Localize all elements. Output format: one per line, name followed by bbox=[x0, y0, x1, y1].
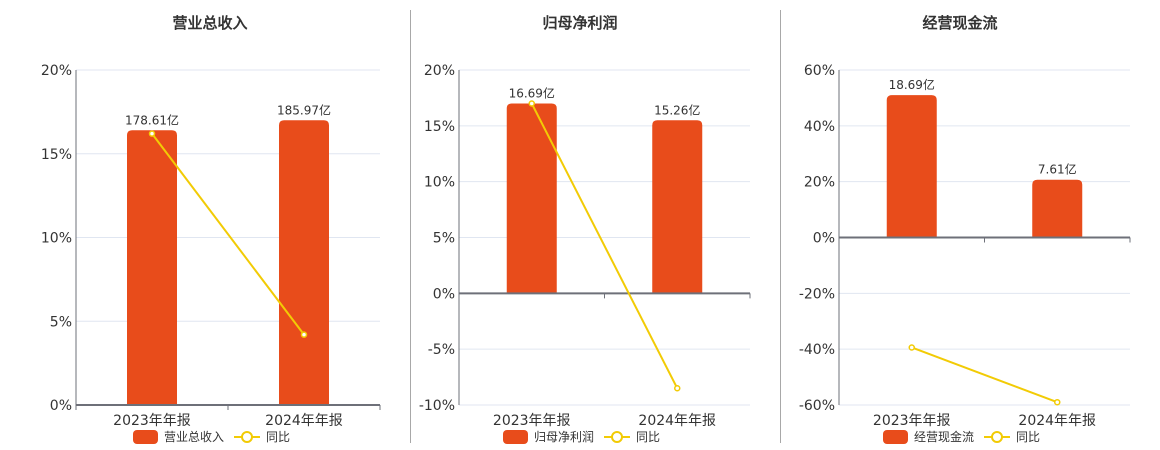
yoy-point[interactable] bbox=[300, 331, 308, 338]
bar-legend-label: 营业总收入 bbox=[164, 430, 225, 444]
y-tick-label: 0% bbox=[50, 398, 72, 414]
chart-title-operating-cashflow: 经营现金流 bbox=[922, 14, 998, 32]
bar-value-label: 16.69亿 bbox=[509, 86, 555, 101]
legend-revenue[interactable]: 营业总收入 同比 bbox=[133, 428, 290, 445]
yoy-line bbox=[911, 346, 1058, 404]
yoy-line bbox=[530, 103, 679, 389]
y-tick-label: -40% bbox=[799, 342, 835, 358]
bar-legend-label: 经营现金流 bbox=[914, 430, 975, 444]
y-tick-label: 20% bbox=[424, 63, 455, 79]
bar-legend-label: 归母净利润 bbox=[534, 430, 595, 444]
panel-divider-2 bbox=[780, 10, 781, 443]
y-tick-label: 40% bbox=[804, 119, 835, 135]
y-tick-label: 15% bbox=[424, 119, 455, 135]
bar-value-label: 178.61亿 bbox=[125, 112, 179, 127]
bar-value-label: 185.97亿 bbox=[277, 102, 331, 117]
yoy-point[interactable] bbox=[674, 385, 681, 392]
legend-net-profit[interactable]: 归母净利润 同比 bbox=[503, 428, 660, 445]
line-legend-label: 同比 bbox=[636, 430, 661, 444]
chart-net-profit: -10% -5% 0% 5% 10% 15% 20% 16.69亿 15.26亿 2023年年报 2… bbox=[419, 63, 751, 429]
bar[interactable] bbox=[1032, 179, 1083, 238]
chart-title-revenue: 营业总收入 bbox=[172, 14, 248, 32]
y-tick-label: 5% bbox=[433, 231, 455, 247]
chart-title-net-profit: 归母净利润 bbox=[542, 14, 618, 32]
line-legend-icon bbox=[984, 430, 1011, 443]
y-tick-label: -10% bbox=[419, 398, 455, 414]
bar-value-label: 18.69亿 bbox=[889, 77, 935, 92]
bar[interactable] bbox=[127, 130, 177, 406]
x-category-label: 2024年年报 bbox=[1018, 413, 1096, 429]
y-tick-label: 20% bbox=[804, 175, 835, 191]
y-tick-label: 0% bbox=[813, 231, 835, 247]
bar[interactable] bbox=[652, 120, 703, 294]
y-tick-label: 10% bbox=[41, 231, 72, 247]
yoy-point[interactable] bbox=[148, 130, 156, 137]
x-category-label: 2023年年报 bbox=[493, 413, 571, 429]
x-category-label: 2024年年报 bbox=[638, 413, 716, 429]
y-tick-label: 0% bbox=[433, 286, 455, 302]
y-tick-label: 15% bbox=[41, 147, 72, 163]
bar[interactable] bbox=[886, 95, 937, 238]
panel-divider-1 bbox=[410, 10, 411, 443]
y-tick-label: -5% bbox=[428, 342, 455, 358]
x-category-label: 2023年年报 bbox=[113, 413, 191, 429]
x-category-label: 2024年年报 bbox=[265, 413, 343, 429]
y-tick-label: 60% bbox=[804, 63, 835, 79]
y-tick-label: 5% bbox=[50, 314, 72, 330]
chart-revenue: 0% 5% 10% 15% 20% 178.61亿 185.97亿 2023年年报 2024年年… bbox=[41, 63, 381, 429]
legend-operating-cashflow[interactable]: 经营现金流 同比 bbox=[883, 428, 1040, 445]
bar[interactable] bbox=[506, 103, 557, 294]
y-tick-label: -60% bbox=[799, 398, 835, 414]
line-legend-label: 同比 bbox=[266, 430, 291, 444]
yoy-point[interactable] bbox=[528, 100, 535, 107]
chart-operating-cashflow: -60% -40% -20% 0% 20% 40% 60% 18.69亿 7.61亿 2023年年… bbox=[799, 63, 1131, 429]
line-legend-icon bbox=[604, 430, 631, 443]
line-legend-icon bbox=[234, 430, 261, 443]
y-tick-label: -20% bbox=[799, 286, 835, 302]
bar-value-label: 7.61亿 bbox=[1038, 162, 1077, 177]
bar-legend-swatch bbox=[133, 429, 158, 444]
yoy-point[interactable] bbox=[1054, 398, 1061, 406]
bar-value-label: 15.26亿 bbox=[654, 102, 700, 117]
y-tick-label: 20% bbox=[41, 63, 72, 79]
bar-legend-swatch bbox=[503, 429, 528, 444]
bar-legend-swatch bbox=[883, 429, 908, 444]
yoy-line bbox=[151, 133, 305, 336]
yoy-point[interactable] bbox=[908, 344, 915, 351]
x-category-label: 2023年年报 bbox=[873, 413, 951, 429]
bar[interactable] bbox=[279, 120, 329, 405]
y-tick-label: 10% bbox=[424, 175, 455, 191]
line-legend-label: 同比 bbox=[1016, 430, 1041, 444]
